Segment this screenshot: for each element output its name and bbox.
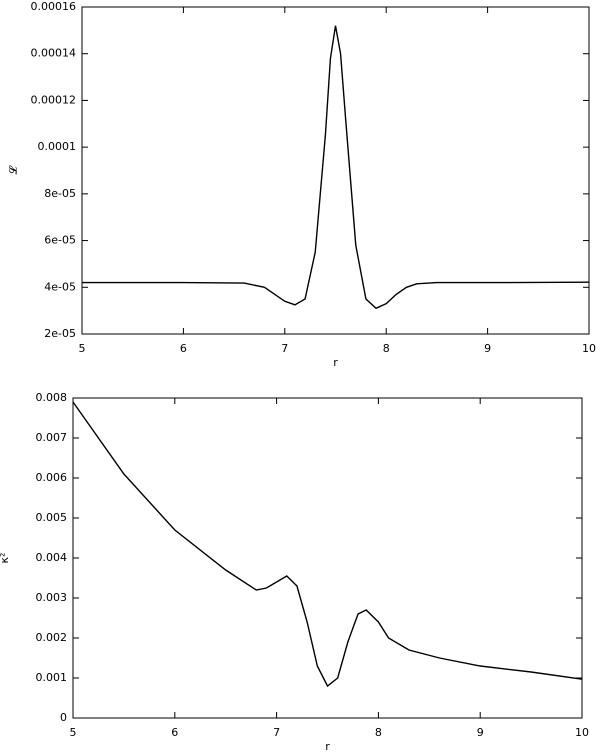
x-tick-label: 5 bbox=[70, 726, 77, 739]
y-tick-label: 0.004 bbox=[36, 551, 68, 564]
y-tick-label: 0.00016 bbox=[31, 0, 77, 13]
data-line bbox=[72, 401, 583, 688]
y-tick-label: 0.008 bbox=[36, 391, 68, 404]
x-tick-label: 8 bbox=[375, 726, 382, 739]
x-tick-label: 10 bbox=[575, 726, 589, 739]
y-tick-label: 0.00012 bbox=[31, 93, 77, 106]
y-tick-label: 0.0001 bbox=[38, 140, 77, 153]
y-tick-label: 4e-05 bbox=[44, 280, 76, 293]
x-tick-label: 7 bbox=[273, 726, 280, 739]
x-tick-label: 5 bbox=[79, 342, 86, 355]
data-line bbox=[82, 25, 590, 310]
y-tick-label: 0.006 bbox=[36, 471, 68, 484]
y-tick-label: 6e-05 bbox=[44, 234, 76, 247]
plot-frame bbox=[72, 397, 583, 719]
x-tick-label: 10 bbox=[582, 342, 596, 355]
y-tick-label: 2e-05 bbox=[44, 327, 76, 340]
y-tick-label: 0 bbox=[60, 711, 67, 724]
plot-frame bbox=[81, 6, 590, 335]
x-tick-label: 9 bbox=[484, 342, 491, 355]
y-tick-label: 0.001 bbox=[36, 671, 68, 684]
y-tick-label: 0.003 bbox=[36, 591, 68, 604]
y-tick-label: 0.00014 bbox=[31, 47, 77, 60]
x-tick-label: 9 bbox=[477, 726, 484, 739]
y-tick-label: 0.002 bbox=[36, 631, 68, 644]
x-tick-label: 8 bbox=[383, 342, 390, 355]
x-tick-label: 6 bbox=[180, 342, 187, 355]
x-axis-label: r bbox=[325, 740, 330, 753]
y-tick-label: 0.005 bbox=[36, 511, 68, 524]
x-tick-label: 7 bbox=[281, 342, 288, 355]
y-axis-label: 𝓛 bbox=[7, 165, 20, 175]
x-axis-label: r bbox=[333, 356, 338, 369]
x-tick-label: 6 bbox=[171, 726, 178, 739]
y-axis-label: κ² bbox=[0, 553, 11, 564]
y-tick-label: 8e-05 bbox=[44, 187, 76, 200]
y-tick-label: 0.007 bbox=[36, 431, 68, 444]
